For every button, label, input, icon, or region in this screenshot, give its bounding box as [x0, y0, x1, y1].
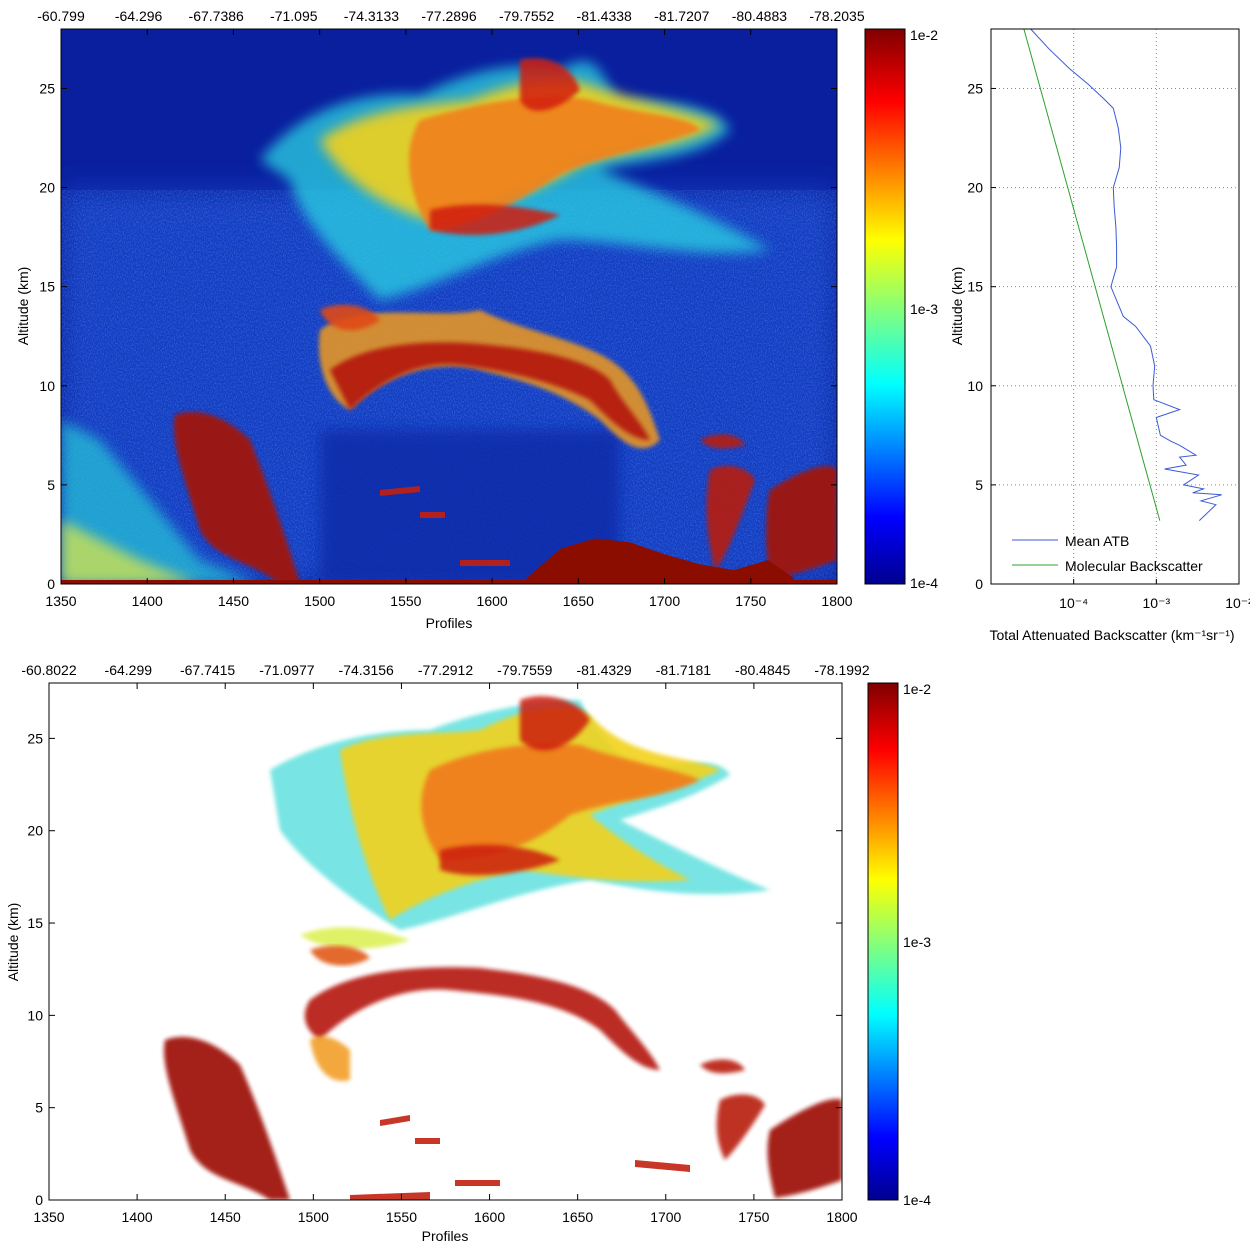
- top-colorbar-tick-1e-3: 1e-3: [910, 301, 938, 317]
- top-heatmap-xtick-label: 1350: [45, 593, 76, 609]
- top-heatmap-ylabel: Altitude (km): [15, 267, 31, 346]
- profile-xtick-label: 10⁻³: [1143, 595, 1171, 611]
- profile-ytick-label: 25: [967, 80, 983, 96]
- profile-ytick-label: 5: [975, 477, 983, 493]
- top-heatmap-ytick-label: 15: [39, 279, 55, 295]
- bottom-heatmap-top-tick-label: -78.1992: [814, 662, 869, 678]
- series-line-mean-atb: [1030, 28, 1222, 521]
- bottom-heatmap-axes: 1350 1400 1450 1500 1550 1600 1650 1700 1750 1800…: [21, 662, 869, 1225]
- top-heatmap-image: [61, 29, 837, 584]
- bottom-heatmap-top-tick-label: -67.7415: [180, 662, 235, 678]
- bottom-heatmap-ytick-label: 15: [27, 915, 43, 931]
- bottom-heatmap-xtick-label: 1700: [650, 1209, 681, 1225]
- top-heatmap-top-tick-label: -77.2896: [421, 8, 476, 24]
- bottom-heatmap-top-tick-label: -80.4845: [735, 662, 790, 678]
- top-heatmap-xtick-label: 1700: [649, 593, 680, 609]
- bottom-colorbar-tick-1e-2: 1e-2: [903, 681, 931, 697]
- profile-ylabel: Altitude (km): [949, 267, 965, 346]
- top-heatmap-ytick-label: 25: [39, 80, 55, 96]
- bottom-heatmap-xtick-label: 1750: [738, 1209, 769, 1225]
- bottom-heatmap-top-tick-label: -74.3156: [339, 662, 394, 678]
- top-heatmap-xtick-label: 1800: [821, 593, 852, 609]
- bottom-heatmap-xtick-label: 1350: [33, 1209, 64, 1225]
- profile-xtick-label: 10⁻²: [1225, 595, 1250, 611]
- profile-ytick-label: 15: [967, 279, 983, 295]
- top-heatmap-ytick-label: 5: [47, 477, 55, 493]
- top-heatmap-frame: [60, 28, 838, 585]
- bottom-heatmap-frame: [48, 682, 843, 1201]
- bottom-heatmap-top-tick-label: -77.2912: [418, 662, 473, 678]
- surface-elevation: [526, 538, 794, 584]
- top-heatmap-axes: 1350 1400 1450 1500 1550 1600 1650 1700 1750 1800…: [37, 8, 865, 609]
- bottom-heatmap-xtick-label: 1450: [210, 1209, 241, 1225]
- top-heatmap-xtick-label: 1650: [563, 593, 594, 609]
- top-heatmap-xtick-label: 1500: [304, 593, 335, 609]
- top-heatmap-xlabel: Profiles: [426, 615, 473, 631]
- bottom-heatmap-top-tick-label: -71.0977: [259, 662, 314, 678]
- top-colorbar-tick-1e-4: 1e-4: [910, 575, 938, 591]
- profile-ytick-label: 10: [967, 378, 983, 394]
- profile-series: [1023, 28, 1222, 521]
- top-heatmap-ytick-label: 0: [47, 576, 55, 592]
- bottom-heatmap-top-tick-label: -79.7559: [497, 662, 552, 678]
- profile-ytick-label: 0: [975, 576, 983, 592]
- bottom-heatmap-panel: 1350 1400 1450 1500 1550 1600 1650 1700 1750 1800…: [5, 662, 931, 1244]
- top-heatmap-top-tick-label: -60.799: [37, 8, 85, 24]
- top-heatmap-xtick-label: 1750: [735, 593, 766, 609]
- top-heatmap-top-tick-label: -80.4883: [732, 8, 787, 24]
- top-heatmap-top-tick-label: -81.7207: [654, 8, 709, 24]
- bottom-heatmap-image: [49, 683, 842, 1200]
- top-heatmap-xtick-label: 1400: [132, 593, 163, 609]
- profile-legend: Mean ATB Molecular Backscatter: [1012, 533, 1203, 574]
- top-heatmap-xtick-label: 1450: [218, 593, 249, 609]
- bottom-colorbar-ticks: 1e-2 1e-3 1e-4: [903, 681, 931, 1208]
- bottom-heatmap-xtick-label: 1400: [122, 1209, 153, 1225]
- top-heatmap-top-tick-label: -78.2035: [809, 8, 864, 24]
- bottom-heatmap-ytick-label: 25: [27, 730, 43, 746]
- top-heatmap-panel: 1350 1400 1450 1500 1550 1600 1650 1700 1750 1800…: [15, 8, 938, 631]
- top-heatmap-xtick-label: 1600: [477, 593, 508, 609]
- legend-label-mean-atb: Mean ATB: [1065, 533, 1129, 549]
- legend-label-molecular: Molecular Backscatter: [1065, 558, 1203, 574]
- bottom-heatmap-top-tick-label: -60.8022: [21, 662, 76, 678]
- bottom-heatmap-top-tick-label: -81.7181: [656, 662, 711, 678]
- top-heatmap-top-tick-label: -71.095: [270, 8, 318, 24]
- profile-plot-frame: [990, 28, 1240, 585]
- bottom-colorbar-tick-1e-4: 1e-4: [903, 1192, 931, 1208]
- bottom-heatmap-xlabel: Profiles: [422, 1228, 469, 1244]
- top-heatmap-top-tick-label: -67.7386: [189, 8, 244, 24]
- bottom-heatmap-ytick-label: 0: [35, 1192, 43, 1208]
- bottom-heatmap-xtick-label: 1550: [386, 1209, 417, 1225]
- bottom-heatmap-xtick-label: 1600: [474, 1209, 505, 1225]
- top-colorbar: [864, 28, 906, 585]
- bottom-heatmap-xtick-label: 1650: [562, 1209, 593, 1225]
- bottom-colorbar-tick-1e-3: 1e-3: [903, 934, 931, 950]
- profile-line-panel: 10⁻⁴ 10⁻³ 10⁻² 0 5 10 15 20 25 Total Attenuated …: [949, 28, 1250, 643]
- bottom-heatmap-xtick-label: 1500: [298, 1209, 329, 1225]
- top-colorbar-tick-1e-2: 1e-2: [910, 27, 938, 43]
- bottom-heatmap-ytick-label: 5: [35, 1100, 43, 1116]
- profile-xlabel: Total Attenuated Backscatter (km⁻¹sr⁻¹): [989, 627, 1234, 643]
- top-heatmap-top-tick-label: -74.3133: [344, 8, 399, 24]
- top-heatmap-ytick-label: 20: [39, 180, 55, 196]
- bottom-heatmap-top-tick-label: -81.4329: [576, 662, 631, 678]
- top-heatmap-ytick-label: 10: [39, 378, 55, 394]
- bottom-heatmap-ytick-label: 10: [27, 1007, 43, 1023]
- profile-ytick-label: 20: [967, 180, 983, 196]
- profile-xtick-label: 10⁻⁴: [1059, 595, 1088, 611]
- bottom-colorbar: [867, 682, 899, 1201]
- bottom-heatmap-ytick-label: 20: [27, 823, 43, 839]
- series-line-molecular-backscatter: [1023, 28, 1161, 521]
- bottom-heatmap-ylabel: Altitude (km): [5, 903, 21, 982]
- top-heatmap-top-tick-label: -81.4338: [577, 8, 632, 24]
- top-heatmap-top-tick-label: -64.296: [115, 8, 163, 24]
- top-heatmap-top-tick-label: -79.7552: [499, 8, 554, 24]
- profile-axes: 10⁻⁴ 10⁻³ 10⁻² 0 5 10 15 20 25: [967, 80, 1250, 611]
- bottom-heatmap-top-tick-label: -64.299: [105, 662, 153, 678]
- top-colorbar-ticks: 1e-2 1e-3 1e-4: [910, 27, 938, 591]
- top-heatmap-xtick-label: 1550: [390, 593, 421, 609]
- bottom-heatmap-xtick-label: 1800: [826, 1209, 857, 1225]
